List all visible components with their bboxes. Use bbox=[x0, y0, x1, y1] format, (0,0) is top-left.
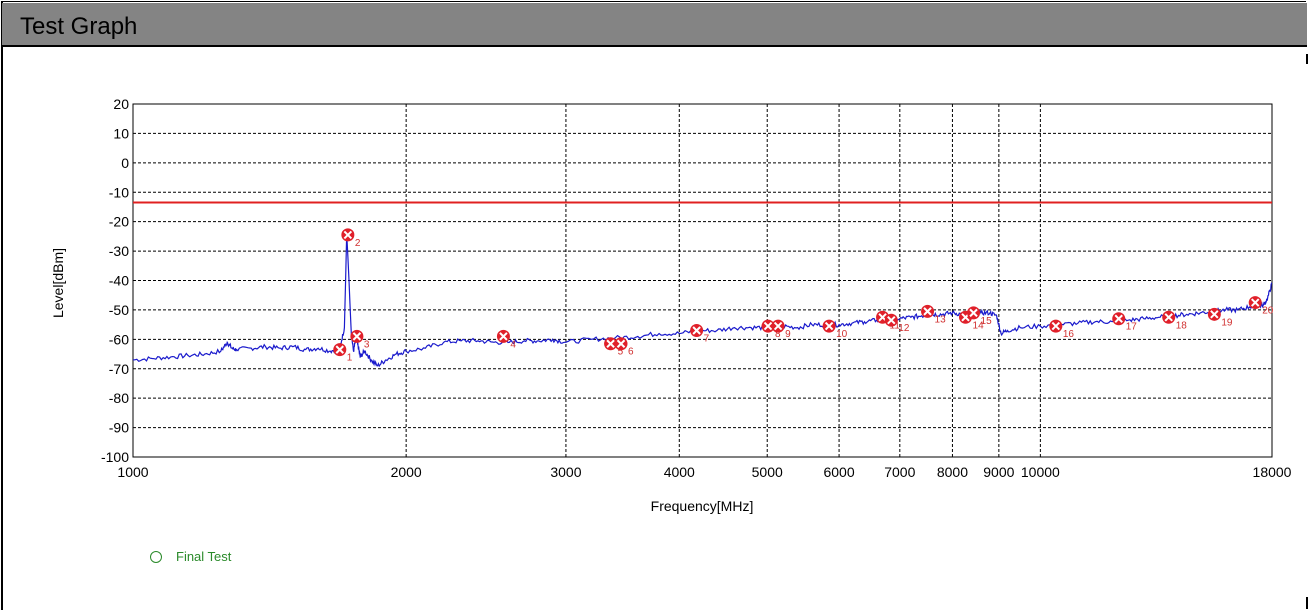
x-tick-label: 8000 bbox=[937, 464, 968, 480]
marker-cross bbox=[1051, 321, 1061, 331]
marker-cross bbox=[1114, 314, 1123, 323]
y-tick-label: -40 bbox=[109, 273, 129, 289]
marker-15: 15 bbox=[967, 306, 992, 327]
marker-label: 14 bbox=[973, 320, 985, 331]
marker-16: 16 bbox=[1049, 319, 1075, 340]
y-tick-label: -70 bbox=[109, 361, 129, 377]
circle-icon bbox=[150, 550, 162, 563]
marker-label: 7 bbox=[704, 334, 710, 345]
marker-6: 6 bbox=[614, 337, 634, 358]
marker-label: 20 bbox=[1262, 306, 1274, 317]
marker-cross bbox=[1210, 310, 1219, 319]
marker-cross bbox=[763, 321, 773, 331]
marker-cross bbox=[887, 316, 896, 325]
marker-cross bbox=[616, 339, 626, 348]
window-title: Test Graph bbox=[20, 13, 138, 40]
marker-8: 8 bbox=[761, 319, 781, 340]
x-tick-label: 18000 bbox=[1253, 464, 1292, 480]
marker-label: 15 bbox=[981, 316, 993, 327]
marker-10: 10 bbox=[822, 319, 848, 340]
marker-12: 12 bbox=[884, 313, 910, 334]
y-tick-label: 0 bbox=[121, 155, 129, 171]
y-tick-label: 10 bbox=[113, 125, 129, 141]
marker-18: 18 bbox=[1162, 310, 1188, 331]
marker-cross bbox=[1251, 298, 1260, 307]
legend: Final Test bbox=[150, 549, 231, 564]
marker-cross bbox=[1164, 313, 1173, 322]
marker-3: 3 bbox=[350, 329, 370, 350]
trace-line bbox=[132, 233, 1273, 368]
y-axis-label: Level[dBm] bbox=[50, 248, 66, 318]
marker-cross bbox=[692, 326, 701, 335]
marker-cross bbox=[499, 332, 508, 341]
marker-label: 11 bbox=[890, 320, 901, 331]
marker-label: 16 bbox=[1063, 329, 1075, 340]
marker-cross bbox=[824, 321, 834, 331]
y-tick-label: -60 bbox=[109, 331, 129, 347]
y-tick-label: -50 bbox=[109, 302, 129, 318]
marker-label: 19 bbox=[1221, 317, 1233, 328]
x-axis-label: Frequency[MHz] bbox=[651, 498, 754, 514]
marker-label: 17 bbox=[1126, 322, 1138, 333]
x-tick-label: 7000 bbox=[884, 464, 915, 480]
x-tick-label: 2000 bbox=[391, 464, 422, 480]
marker-cross bbox=[335, 345, 344, 354]
x-tick-label: 6000 bbox=[823, 464, 854, 480]
marker-label: 5 bbox=[618, 347, 624, 358]
marker-label: 8 bbox=[775, 329, 781, 340]
marker-label: 3 bbox=[364, 339, 370, 350]
marker-cross bbox=[606, 339, 615, 348]
x-tick-label: 4000 bbox=[664, 464, 695, 480]
marker-label: 18 bbox=[1176, 320, 1188, 331]
y-tick-label: -20 bbox=[109, 214, 129, 230]
marker-label: 6 bbox=[628, 347, 634, 358]
x-tick-label: 5000 bbox=[752, 464, 783, 480]
marker-label: 2 bbox=[355, 238, 361, 249]
grid-lines bbox=[132, 103, 1273, 458]
marker-7: 7 bbox=[690, 324, 710, 345]
tick-labels: 20100-10-20-30-40-50-60-70-80-90-1001000… bbox=[101, 96, 1292, 480]
marker-cross bbox=[352, 332, 362, 341]
marker-2: 2 bbox=[341, 228, 361, 249]
marker-cross bbox=[969, 308, 978, 318]
marker-label: 4 bbox=[510, 339, 516, 350]
y-tick-label: 20 bbox=[113, 96, 129, 112]
x-tick-label: 9000 bbox=[983, 464, 1014, 480]
x-tick-label: 3000 bbox=[550, 464, 581, 480]
marker-1: 1 bbox=[333, 343, 353, 364]
marker-17: 17 bbox=[1112, 312, 1137, 333]
x-tick-label: 1000 bbox=[117, 464, 148, 480]
y-tick-label: -30 bbox=[109, 243, 129, 259]
frame-edge-mark bbox=[1306, 54, 1308, 64]
y-tick-label: -10 bbox=[109, 184, 129, 200]
marker-label: 9 bbox=[785, 329, 791, 340]
marker-cross bbox=[773, 321, 783, 331]
plot-border bbox=[132, 103, 1273, 458]
y-tick-label: -100 bbox=[101, 449, 129, 465]
marker-cross bbox=[923, 307, 932, 316]
marker-cross bbox=[343, 230, 353, 240]
marker-label: 13 bbox=[935, 314, 947, 325]
marker-cross bbox=[878, 313, 887, 322]
marker-label: 10 bbox=[836, 329, 848, 340]
marker-label: 12 bbox=[898, 323, 910, 334]
frame-edge-mark bbox=[1306, 597, 1308, 609]
y-tick-label: -90 bbox=[109, 420, 129, 436]
x-tick-label: 10000 bbox=[1021, 464, 1060, 480]
title-bar: Test Graph bbox=[2, 3, 1307, 47]
y-tick-label: -80 bbox=[109, 390, 129, 406]
marker-20: 20 bbox=[1248, 296, 1274, 317]
marker-19: 19 bbox=[1207, 307, 1233, 328]
marker-4: 4 bbox=[496, 329, 516, 350]
legend-label-final-test: Final Test bbox=[176, 549, 232, 564]
marker-13: 13 bbox=[921, 304, 947, 325]
marker-label: 1 bbox=[347, 353, 353, 364]
marker-5: 5 bbox=[604, 337, 624, 358]
marker-9: 9 bbox=[771, 319, 791, 340]
